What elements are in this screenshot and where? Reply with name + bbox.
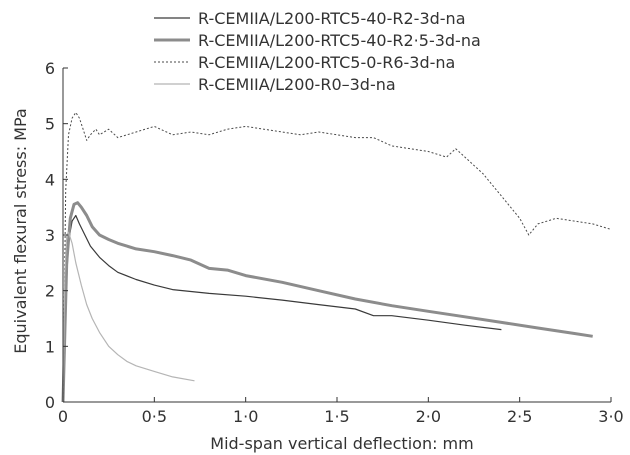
legend-label-r-cemiia-l200-rtc5-40-r2-5-3d-na: R-CEMIIA/L200-RTC5-40-R2·5-3d-na <box>198 31 481 50</box>
legend-label-r-cemiia-l200-rtc5-40-r2-3d-na: R-CEMIIA/L200-RTC5-40-R2-3d-na <box>198 9 466 28</box>
y-tick-label: 6 <box>45 59 55 78</box>
x-tick-label: 3·0 <box>598 407 623 426</box>
series-layer <box>61 112 612 403</box>
y-tick-label: 4 <box>45 170 55 189</box>
legend: R-CEMIIA/L200-RTC5-40-R2-3d-na R-CEMIIA/L… <box>154 9 481 94</box>
x-tick-label: 1·5 <box>324 407 349 426</box>
y-tick-label: 2 <box>45 282 55 301</box>
series-line-3 <box>62 112 612 403</box>
x-tick-label: 2·5 <box>507 407 532 426</box>
axes: 0 1 2 3 4 5 6 0 0·5 1·0 1·5 2·0 2·5 3·0 <box>45 59 624 426</box>
y-tick-label: 3 <box>45 226 55 245</box>
legend-label-r-cemiia-l200-rtc5-0-r6-3d-na: R-CEMIIA/L200-RTC5-0-R6-3d-na <box>198 53 455 72</box>
x-tick-label: 2·0 <box>416 407 441 426</box>
x-tick-label: 0 <box>58 407 68 426</box>
series-line-4 <box>62 231 195 403</box>
y-tick-label: 5 <box>45 115 55 134</box>
y-tick-label: 1 <box>45 337 55 356</box>
x-axis-title: Mid-span vertical deflection: mm <box>210 434 473 453</box>
y-tick-label: 0 <box>45 393 55 412</box>
x-tick-label: 1·0 <box>233 407 258 426</box>
y-ticks: 0 1 2 3 4 5 6 <box>45 59 68 412</box>
series-line-1 <box>62 214 502 403</box>
x-ticks: 0 0·5 1·0 1·5 2·0 2·5 3·0 <box>58 397 624 426</box>
y-axis-title: Equivalent flexural stress: MPa <box>11 108 30 353</box>
x-tick-label: 0·5 <box>142 407 167 426</box>
series-line-2 <box>61 201 593 403</box>
legend-label-r-cemiia-l200-r0-3d-na: R-CEMIIA/L200-R0–3d-na <box>198 75 396 94</box>
